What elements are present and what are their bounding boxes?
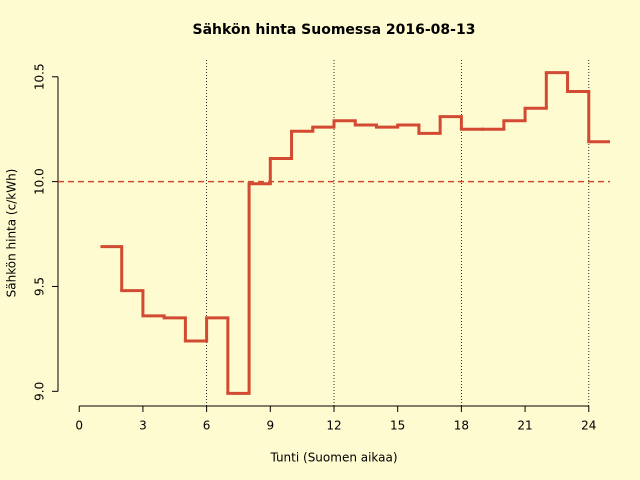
y-tick-label: 9.5 — [33, 277, 47, 296]
x-tick-label: 3 — [139, 419, 147, 433]
x-axis-label: Tunti (Suomen aikaa) — [269, 451, 397, 465]
x-tick-label: 9 — [266, 419, 274, 433]
x-tick-label: 24 — [581, 419, 596, 433]
chart-title: Sähkön hinta Suomessa 2016-08-13 — [193, 22, 476, 38]
x-tick-label: 18 — [454, 419, 469, 433]
y-tick-label: 10.5 — [33, 63, 47, 90]
plot-area — [100, 71, 610, 395]
y-tick-label: 9.0 — [33, 382, 47, 401]
x-tick-label: 21 — [517, 419, 532, 433]
x-tick-label: 12 — [326, 419, 341, 433]
x-tick-label: 6 — [203, 419, 211, 433]
x-tick-label: 15 — [390, 419, 405, 433]
y-tick-label: 10.0 — [33, 168, 47, 195]
x-tick-label: 0 — [75, 419, 83, 433]
y-axis-label: Sähkön hinta (c/kWh) — [5, 169, 19, 298]
